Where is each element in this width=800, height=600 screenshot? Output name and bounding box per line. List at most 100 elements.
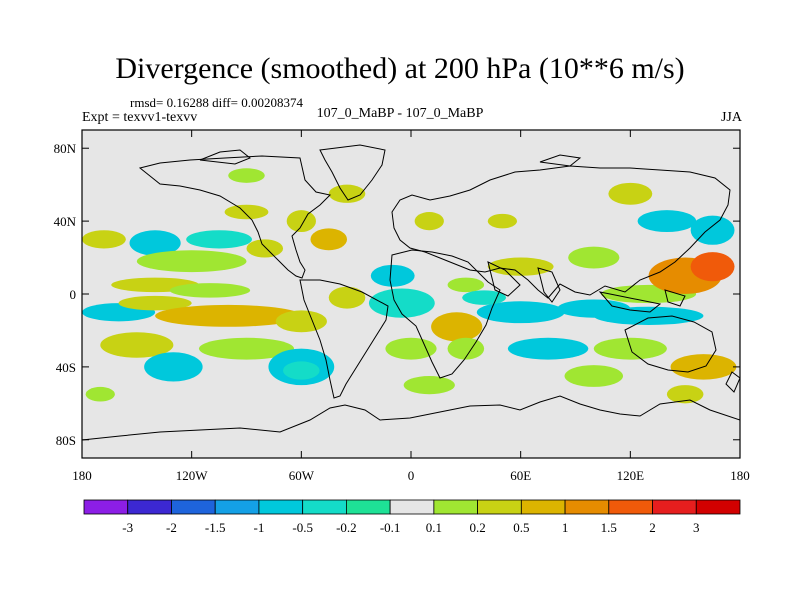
x-axis: 180 120W 60W 0 60E 120E 180 [72, 130, 750, 483]
contour-region-37 [403, 376, 455, 395]
colorbar-label: -2 [166, 520, 177, 535]
contour-region-33 [507, 337, 589, 360]
x-tick-label: 120W [176, 468, 209, 483]
y-axis: 80N 40N 0 40S 80S [54, 141, 740, 448]
coastline-eurasia [391, 165, 731, 299]
colorbar-swatch-5 [302, 499, 347, 515]
x-tick-label: 120E [617, 468, 645, 483]
contour-region-6 [310, 228, 348, 251]
contour-region-2 [186, 230, 252, 249]
colorbar-swatch-0 [83, 499, 129, 515]
colorbar-swatch-1 [127, 499, 172, 515]
colorbar-label: 0.1 [426, 520, 442, 535]
rmsd-diff-stats: rmsd= 0.16288 diff= 0.00208374 [130, 95, 303, 110]
coastline-se-asia [598, 289, 686, 313]
x-tick-label: 180 [72, 468, 92, 483]
contour-region-17 [283, 361, 320, 380]
colorbar-swatch-14 [695, 499, 741, 515]
coastline-north-america [138, 155, 332, 279]
contour-region-23 [447, 277, 485, 293]
contour-region-43 [224, 204, 269, 220]
colorbar-swatch-7 [389, 499, 435, 515]
colorbar-label: -0.2 [336, 520, 357, 535]
contour-region-36 [564, 365, 624, 387]
contour-region-18 [368, 288, 435, 318]
contour-region-12 [275, 310, 327, 333]
colorbar-swatch-2 [171, 499, 216, 515]
contour-region-4 [246, 239, 284, 258]
colorbar-swatch-6 [345, 499, 391, 515]
contour-region-5 [286, 210, 316, 233]
x-tick-label: 60W [289, 468, 315, 483]
y-tick-label: 40S [56, 360, 76, 375]
colorbar-swatch-10 [520, 499, 566, 515]
contour-region-38 [666, 385, 704, 404]
colorbar-swatch-13 [652, 499, 697, 515]
contour-region-27 [593, 306, 704, 325]
contour-region-32 [487, 257, 554, 276]
colorbar-label: -1.5 [205, 520, 226, 535]
contour-region-39 [637, 210, 697, 233]
contour-region-30 [690, 252, 735, 282]
coastline-south-america [299, 279, 389, 399]
coastline-layer [82, 144, 740, 441]
y-tick-label: 80N [54, 141, 77, 156]
contour-region-41 [690, 215, 735, 245]
contour-region-3 [136, 250, 247, 273]
coastline-new-zealand [725, 371, 740, 393]
contour-region-20 [431, 312, 483, 342]
contour-region-21 [447, 337, 485, 360]
colorbar-swatch-8 [433, 499, 479, 515]
x-tick-label: 0 [408, 468, 415, 483]
contour-region-10 [169, 283, 251, 298]
contour-region-44 [414, 212, 444, 231]
colorbar-label: 1 [562, 520, 569, 535]
coastline-arabia-india [487, 261, 561, 303]
y-tick-label: 80S [56, 433, 76, 448]
colorbar-swatch-3 [214, 499, 260, 515]
colorbar-label: -0.5 [292, 520, 313, 535]
contour-region-14 [100, 332, 174, 358]
colorbar-label: -3 [122, 520, 133, 535]
coastline-africa [389, 249, 501, 379]
colorbar-labels: -3 -2 -1.5 -1 -0.5 -0.2 -0.1 0.1 0.2 0.5 1 1.5 2 3 [122, 520, 699, 535]
contour-region-24 [476, 301, 565, 324]
contour-region-47 [85, 386, 115, 402]
colorbar-label: -0.1 [380, 520, 401, 535]
contour-region-45 [487, 213, 518, 229]
contour-region-1 [129, 230, 181, 256]
colorbar-swatch-11 [564, 499, 610, 515]
contour-region-15 [144, 352, 203, 382]
chart-title: Divergence (smoothed) at 200 hPa (10**6 … [115, 52, 685, 85]
colorbar-swatch-4 [258, 499, 304, 515]
contour-region-34 [593, 337, 667, 360]
contour-region-48 [228, 168, 265, 183]
contour-fill-layer [82, 168, 737, 404]
colorbar-label: -1 [254, 520, 265, 535]
contour-region-11 [155, 304, 302, 327]
season-label: JJA [720, 110, 742, 125]
colorbar-label: 2 [649, 520, 656, 535]
contour-region-40 [608, 182, 653, 205]
coastline-greenland [319, 144, 386, 201]
contour-region-22 [385, 337, 437, 360]
contour-region-19 [328, 286, 366, 309]
y-tick-label: 40N [54, 214, 77, 229]
contour-region-0 [82, 230, 126, 249]
contour-region-46 [370, 264, 415, 287]
colorbar-swatch-9 [477, 499, 522, 515]
contour-region-31 [568, 246, 620, 269]
colorbar-swatch-12 [608, 499, 653, 515]
y-tick-label: 0 [70, 287, 77, 302]
colorbar-label: 3 [693, 520, 700, 535]
contour-region-13 [198, 337, 295, 360]
contour-region-42 [328, 184, 366, 203]
colorbar [83, 499, 741, 515]
coastline-arctic-islands [199, 149, 582, 167]
coastline-australia [624, 315, 717, 373]
colorbar-label: 1.5 [601, 520, 617, 535]
x-tick-label: 60E [510, 468, 531, 483]
experiment-label: Expt = texvv1-texvv [82, 110, 198, 125]
colorbar-label: 0.5 [513, 520, 529, 535]
